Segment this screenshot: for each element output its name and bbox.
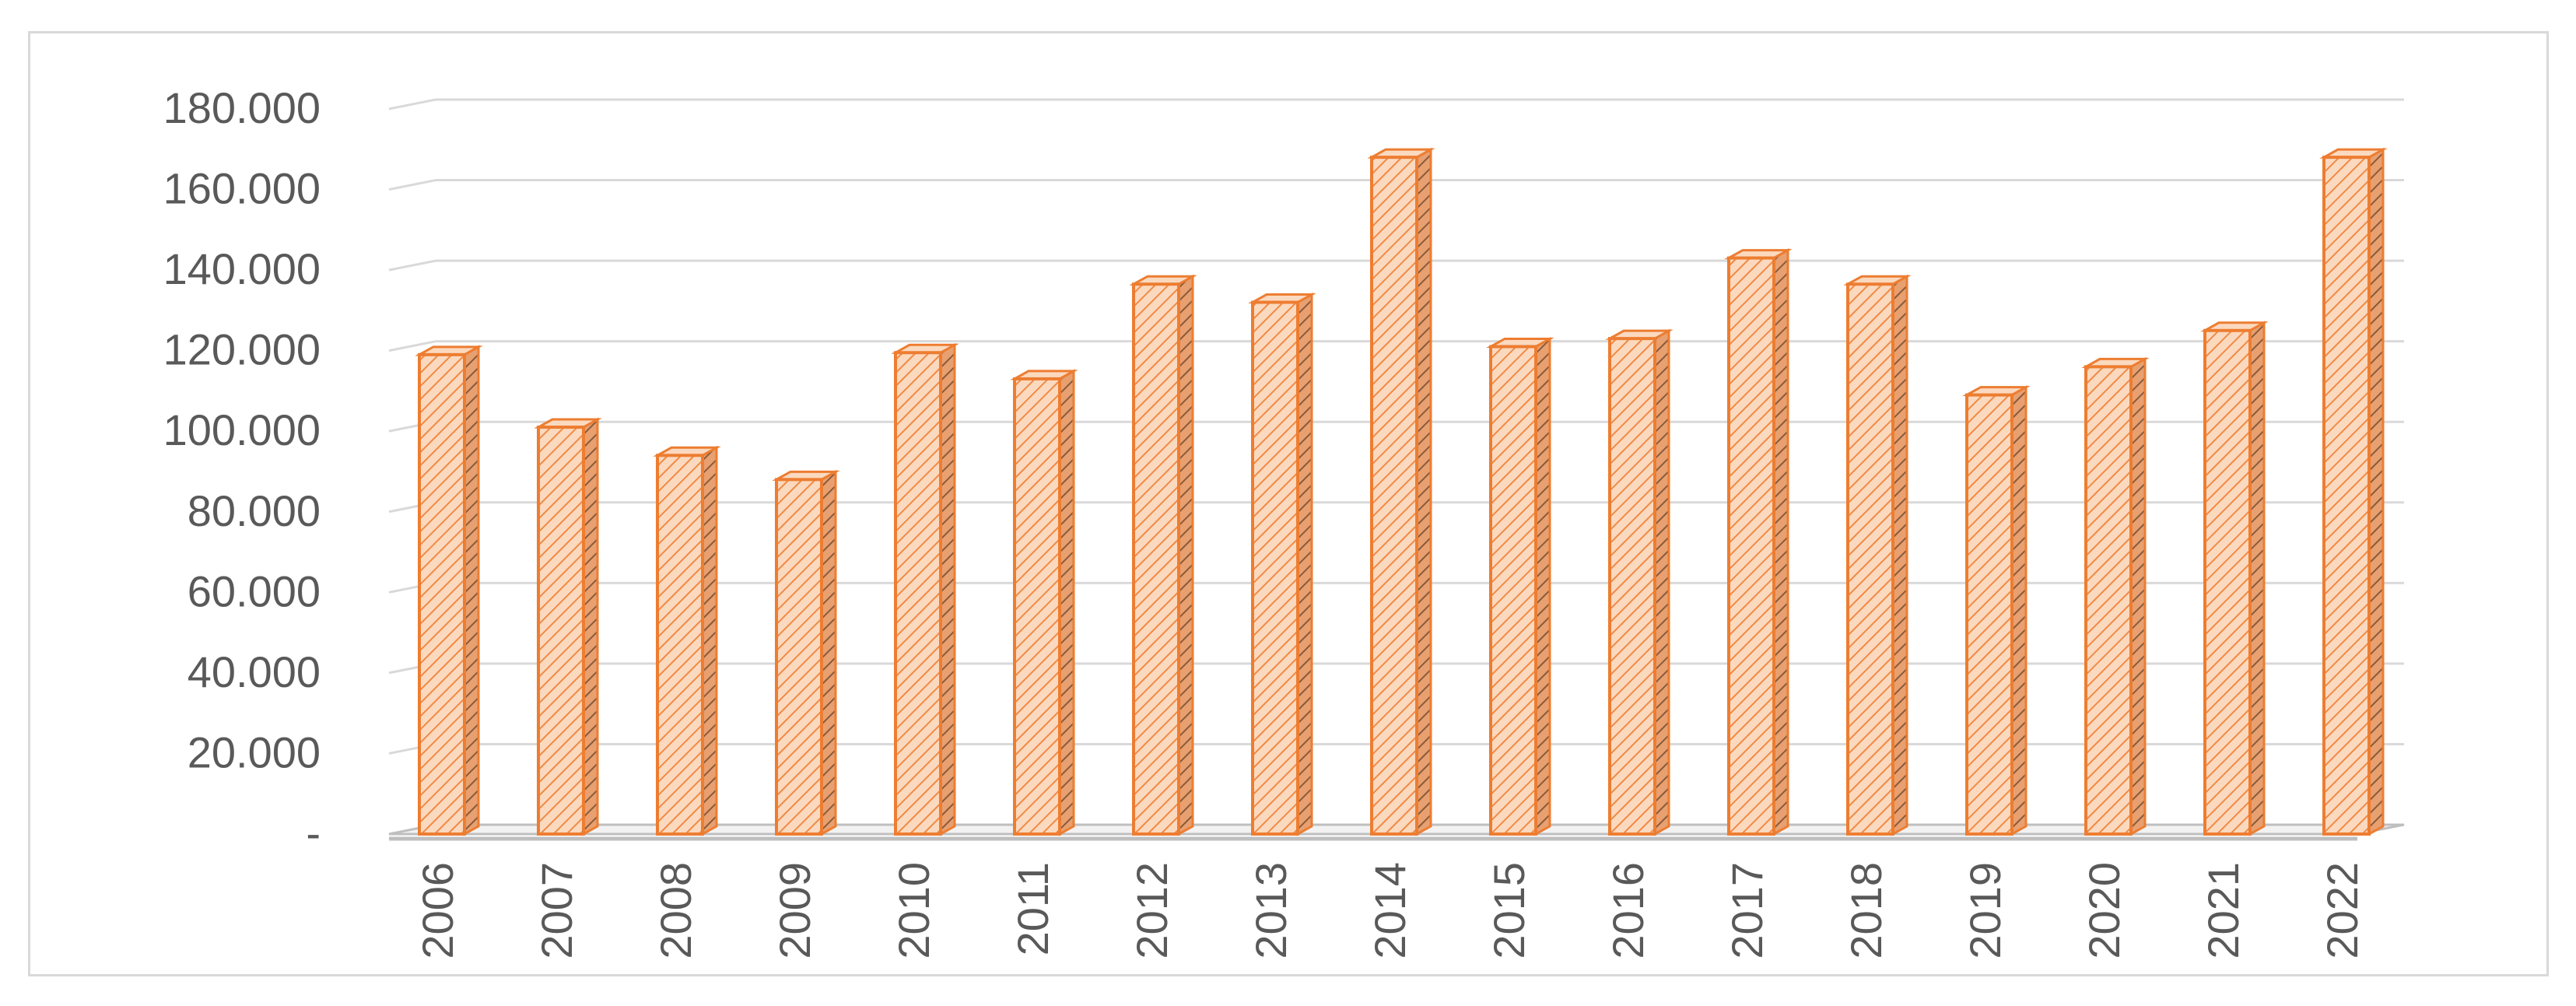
bar-2015 xyxy=(1486,336,1554,836)
gridline-depth xyxy=(388,179,436,191)
gridline-depth xyxy=(388,98,436,110)
y-tick-label: 80.000 xyxy=(188,486,321,535)
bar-front xyxy=(2203,328,2252,836)
bar-front xyxy=(2322,156,2371,836)
x-tick-label: 2019 xyxy=(1961,862,2010,959)
bar-side xyxy=(1058,369,1075,836)
bar-2007 xyxy=(534,417,602,836)
bar-2020 xyxy=(2081,356,2150,836)
x-tick-label: 2009 xyxy=(770,862,819,959)
bar-front xyxy=(1727,256,1775,836)
bar-side xyxy=(1177,274,1194,836)
bar-side xyxy=(820,469,837,836)
bar-front xyxy=(1489,345,1537,836)
y-tick-label: 100.000 xyxy=(163,405,321,454)
bar-front xyxy=(1965,393,2013,836)
x-tick-label: 2010 xyxy=(889,862,938,959)
bar-2013 xyxy=(1248,292,1316,836)
bar-side xyxy=(939,342,956,836)
y-tick-label: 160.000 xyxy=(163,164,321,213)
bar-2011 xyxy=(1010,369,1078,836)
bar-side xyxy=(1415,147,1432,836)
bar-front xyxy=(656,454,704,836)
bar-2021 xyxy=(2200,321,2269,836)
bar-side xyxy=(1653,328,1670,836)
x-tick-label: 2013 xyxy=(1246,862,1295,959)
x-tick-label: 2018 xyxy=(1842,862,1891,959)
bar-side xyxy=(1296,292,1313,836)
x-tick-label: 2014 xyxy=(1365,862,1414,959)
y-tick-label: 60.000 xyxy=(188,566,321,615)
x-tick-label: 2021 xyxy=(2199,862,2248,959)
x-tick-label: 2022 xyxy=(2318,862,2367,959)
bar-2022 xyxy=(2319,147,2388,836)
bar-2017 xyxy=(1724,248,1793,836)
bar-front xyxy=(1013,377,1061,836)
x-tick-label: 2016 xyxy=(1603,862,1652,959)
x-tick-label: 2012 xyxy=(1127,862,1176,959)
bar-front xyxy=(1370,156,1418,836)
bar-front xyxy=(1846,282,1894,836)
x-tick-label: 2011 xyxy=(1008,862,1057,955)
bar-2010 xyxy=(891,342,959,836)
y-tick-label: 140.000 xyxy=(163,244,321,293)
bar-2019 xyxy=(1962,385,2031,836)
bar-side xyxy=(463,345,480,836)
bar-side xyxy=(1772,248,1789,836)
y-axis-tick-labels: - 20.000 40.000 60.000 80.000 100.000 120.000 1… xyxy=(163,83,321,857)
bar-side xyxy=(1891,274,1908,836)
x-tick-label: 2007 xyxy=(532,862,581,959)
y-tick-label: 20.000 xyxy=(188,727,321,776)
bar-front xyxy=(1132,282,1180,836)
x-tick-label: 2017 xyxy=(1723,862,1772,959)
bar-2016 xyxy=(1605,328,1674,836)
x-tick-label: 2020 xyxy=(2080,862,2129,959)
bar-front xyxy=(418,352,466,836)
bar-2006 xyxy=(415,345,483,836)
gridline-depth xyxy=(388,259,436,272)
x-tick-label: 2015 xyxy=(1484,862,1533,959)
y-tick-label: 40.000 xyxy=(188,647,321,696)
bar-front xyxy=(894,351,942,836)
bar-2008 xyxy=(653,445,721,836)
y-tick-label: 180.000 xyxy=(163,83,321,132)
gridline-depth xyxy=(388,340,436,352)
x-axis-tick-labels: 2006 2007 2008 2009 2010 2011 2012 2013 2014 2015… xyxy=(413,862,2367,959)
bar-front xyxy=(1608,337,1656,836)
bar-side xyxy=(2129,356,2147,836)
y-tick-label: - xyxy=(306,808,321,857)
bar-front xyxy=(775,478,823,836)
bar-front xyxy=(537,426,585,836)
x-tick-label: 2006 xyxy=(413,862,462,959)
bar-side xyxy=(701,445,718,836)
x-tick-label: 2008 xyxy=(651,862,700,959)
bar-2012 xyxy=(1129,274,1197,836)
y-tick-label: 120.000 xyxy=(163,325,321,374)
bar-2018 xyxy=(1843,274,1912,836)
bars xyxy=(415,147,2388,836)
bar-side xyxy=(2367,147,2385,836)
bar-2014 xyxy=(1367,147,1435,836)
bar-side xyxy=(1534,336,1551,836)
bar-front xyxy=(2084,365,2133,836)
bar-side xyxy=(582,417,599,836)
bar-side xyxy=(2010,385,2028,836)
bar-front xyxy=(1251,300,1299,836)
bar-2009 xyxy=(772,469,840,836)
bar-side xyxy=(2248,321,2266,836)
